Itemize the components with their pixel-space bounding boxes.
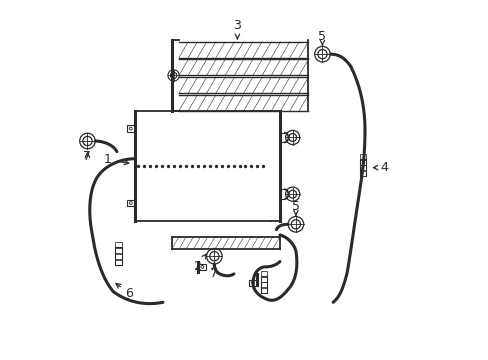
Text: 4: 4 <box>373 161 387 174</box>
Bar <box>126 200 134 206</box>
Bar <box>115 254 122 259</box>
Bar <box>115 248 122 253</box>
Bar <box>260 283 266 287</box>
Bar <box>115 242 122 247</box>
Text: 6: 6 <box>116 284 133 300</box>
Text: 7: 7 <box>210 265 218 280</box>
Bar <box>359 166 366 170</box>
Bar <box>198 264 206 270</box>
Text: 7: 7 <box>83 150 91 163</box>
Bar <box>260 288 266 293</box>
Bar <box>248 280 256 286</box>
Bar <box>359 159 366 176</box>
Text: 3: 3 <box>233 19 241 39</box>
Bar <box>359 160 366 165</box>
Text: 5: 5 <box>291 200 299 216</box>
Bar <box>260 277 266 282</box>
Text: 1: 1 <box>104 153 128 166</box>
Bar <box>115 260 122 265</box>
Bar <box>359 171 366 176</box>
Bar <box>260 271 266 276</box>
Bar <box>126 125 134 132</box>
Text: 2: 2 <box>192 254 206 273</box>
Text: 5: 5 <box>318 30 326 46</box>
Bar <box>115 247 122 265</box>
Bar <box>359 154 366 159</box>
Bar <box>260 276 266 293</box>
